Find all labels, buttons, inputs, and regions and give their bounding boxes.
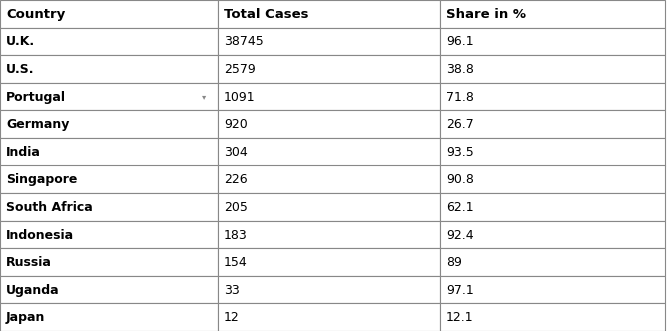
Bar bbox=[218, 193, 440, 221]
Bar bbox=[218, 276, 440, 304]
Bar bbox=[218, 248, 440, 276]
Text: 33: 33 bbox=[224, 284, 240, 297]
Bar bbox=[0, 27, 218, 55]
Text: 2579: 2579 bbox=[224, 63, 256, 76]
Bar bbox=[218, 0, 440, 27]
Bar bbox=[440, 304, 665, 331]
Text: 304: 304 bbox=[224, 146, 248, 159]
Text: 38745: 38745 bbox=[224, 35, 264, 48]
Text: Uganda: Uganda bbox=[6, 284, 60, 297]
Text: Portugal: Portugal bbox=[6, 91, 66, 104]
Bar bbox=[440, 193, 665, 221]
Text: 89: 89 bbox=[446, 256, 462, 269]
Text: Singapore: Singapore bbox=[6, 173, 77, 186]
Bar bbox=[440, 0, 665, 27]
Text: 93.5: 93.5 bbox=[446, 146, 474, 159]
Text: Japan: Japan bbox=[6, 311, 46, 324]
Text: 97.1: 97.1 bbox=[446, 284, 474, 297]
Bar bbox=[440, 27, 665, 55]
Text: ▾: ▾ bbox=[202, 93, 206, 102]
Text: Country: Country bbox=[6, 8, 65, 21]
Bar bbox=[0, 248, 218, 276]
Bar bbox=[0, 55, 218, 83]
Text: 38.8: 38.8 bbox=[446, 63, 474, 76]
Bar bbox=[0, 83, 218, 110]
Text: Indonesia: Indonesia bbox=[6, 228, 74, 242]
Bar bbox=[0, 221, 218, 248]
Bar bbox=[0, 304, 218, 331]
Text: Total Cases: Total Cases bbox=[224, 8, 309, 21]
Text: 71.8: 71.8 bbox=[446, 91, 474, 104]
Bar bbox=[440, 55, 665, 83]
Text: 96.1: 96.1 bbox=[446, 35, 474, 48]
Text: 205: 205 bbox=[224, 201, 248, 214]
Text: Germany: Germany bbox=[6, 118, 69, 131]
Bar bbox=[440, 138, 665, 166]
Text: 183: 183 bbox=[224, 228, 248, 242]
Bar bbox=[440, 83, 665, 110]
Text: 226: 226 bbox=[224, 173, 248, 186]
Text: 26.7: 26.7 bbox=[446, 118, 474, 131]
Text: South Africa: South Africa bbox=[6, 201, 93, 214]
Bar bbox=[0, 166, 218, 193]
Text: U.K.: U.K. bbox=[6, 35, 35, 48]
Text: 62.1: 62.1 bbox=[446, 201, 474, 214]
Text: 90.8: 90.8 bbox=[446, 173, 474, 186]
Bar bbox=[218, 221, 440, 248]
Text: 92.4: 92.4 bbox=[446, 228, 474, 242]
Text: U.S.: U.S. bbox=[6, 63, 34, 76]
Text: 12.1: 12.1 bbox=[446, 311, 474, 324]
Bar bbox=[0, 0, 218, 27]
Bar bbox=[0, 193, 218, 221]
Bar bbox=[218, 55, 440, 83]
Bar bbox=[218, 304, 440, 331]
Bar bbox=[440, 110, 665, 138]
Text: India: India bbox=[6, 146, 41, 159]
Bar bbox=[0, 276, 218, 304]
Bar bbox=[440, 248, 665, 276]
Text: Share in %: Share in % bbox=[446, 8, 526, 21]
Bar bbox=[0, 138, 218, 166]
Text: Russia: Russia bbox=[6, 256, 52, 269]
Bar bbox=[440, 221, 665, 248]
Bar bbox=[218, 138, 440, 166]
Bar bbox=[218, 83, 440, 110]
Bar bbox=[440, 276, 665, 304]
Text: 154: 154 bbox=[224, 256, 248, 269]
Bar bbox=[218, 110, 440, 138]
Bar bbox=[218, 27, 440, 55]
Bar bbox=[218, 166, 440, 193]
Text: 920: 920 bbox=[224, 118, 248, 131]
Text: 1091: 1091 bbox=[224, 91, 256, 104]
Text: 12: 12 bbox=[224, 311, 240, 324]
Bar bbox=[440, 166, 665, 193]
Bar bbox=[0, 110, 218, 138]
